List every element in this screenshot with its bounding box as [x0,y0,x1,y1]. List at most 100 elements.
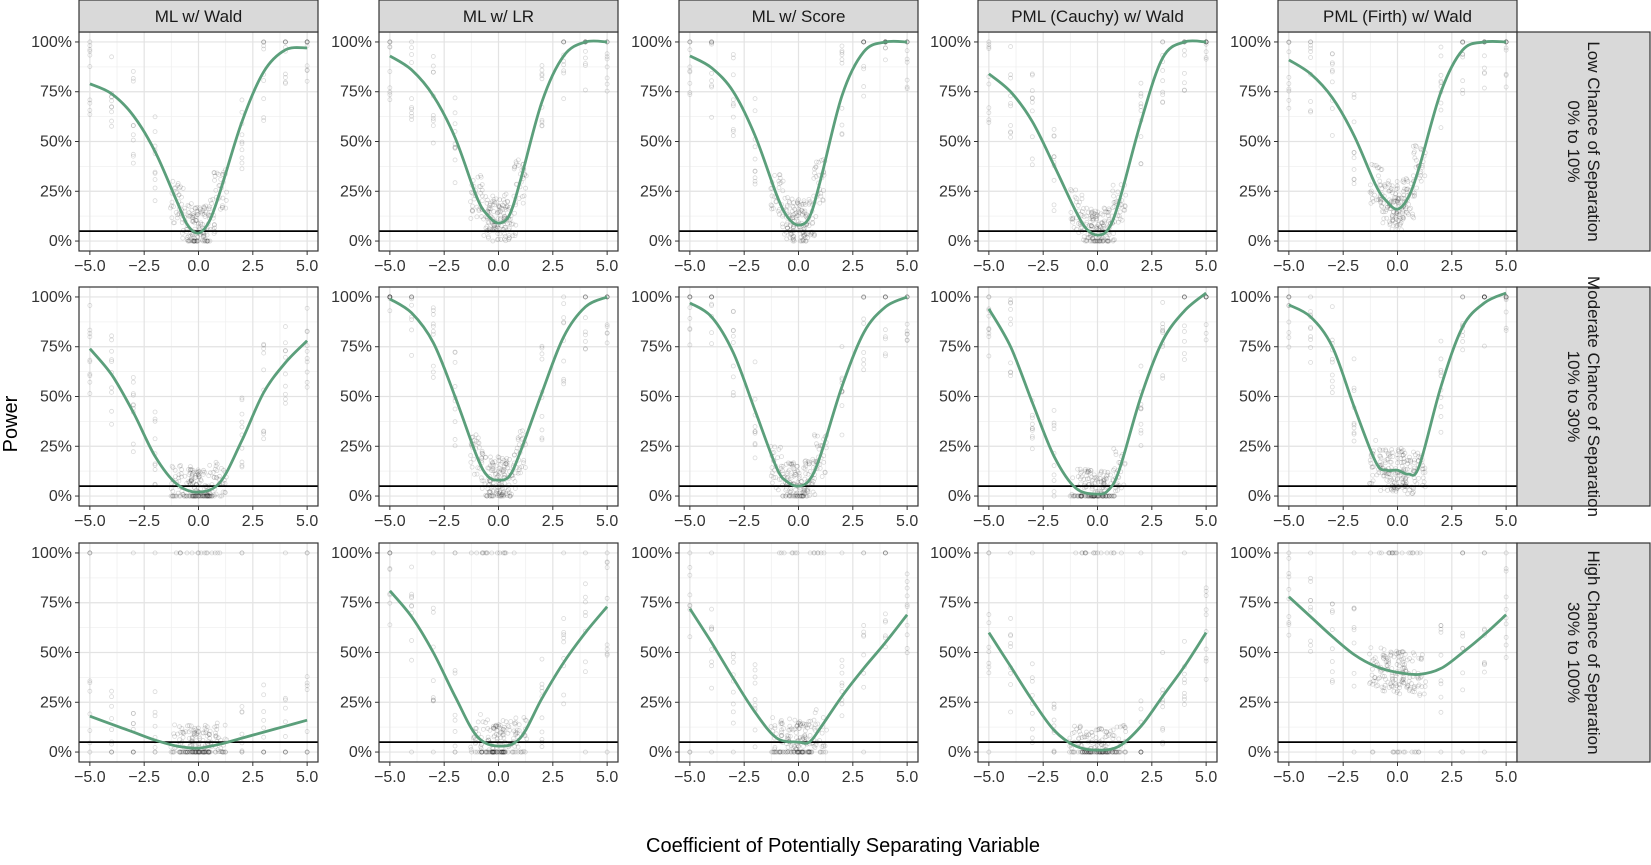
data-point [1008,72,1013,78]
data-point [604,64,610,70]
y-tick-label: 0% [349,744,372,761]
data-point [503,238,509,244]
data-point [492,224,497,230]
data-point [202,233,208,239]
data-point [819,157,824,163]
data-point [87,379,93,385]
data-point [130,78,136,84]
y-tick-label: 50% [40,134,72,151]
data-point [239,139,245,145]
data-point [201,205,207,210]
data-point [805,235,811,241]
data-point [1390,218,1396,224]
data-point [1394,210,1399,216]
data-point [190,232,195,238]
data-point [1396,197,1401,203]
data-point [152,409,158,415]
data-point [839,60,845,66]
data-point [1106,232,1112,238]
data-point [468,190,474,195]
data-point [1160,39,1166,45]
data-point [220,203,225,208]
data-point [800,238,806,244]
data-point [1381,216,1387,221]
panel-r1-c2: 0% 25% 50% 75% 100% −5.0 −2.5 0.0 2.5 5.0 [631,286,919,530]
x-tick-label: 5.0 [896,769,918,786]
x-tick-label: −5.0 [74,513,106,530]
panel-r2-c4: 0% 25% 50% 75% 100% −5.0 −2.5 0.0 2.5 5.0 [1230,542,1518,786]
panel-r1-c1: 0% 25% 50% 75% 100% −5.0 −2.5 0.0 2.5 5.0 [331,286,619,530]
data-point [1392,199,1398,205]
data-point [478,173,483,178]
data-point [239,97,245,103]
data-point [1101,238,1106,244]
x-tick-label: −2.5 [728,769,760,786]
data-point [752,181,758,187]
data-point [430,69,436,75]
data-point [501,197,506,203]
data-point [1414,185,1420,191]
data-point [409,106,414,112]
data-point [1079,196,1085,202]
data-point [1376,173,1381,179]
data-point [180,186,186,191]
x-tick-label: 5.0 [596,513,618,530]
data-point [130,379,136,385]
y-tick-label: 0% [948,488,971,505]
data-point [730,127,736,132]
data-point [195,224,201,229]
data-point [1102,220,1107,226]
data-point [498,216,503,221]
data-point [1105,210,1111,215]
data-point [784,202,790,208]
data-point [561,39,567,45]
data-point [491,199,497,204]
data-point [1097,238,1103,244]
data-point [1408,205,1414,211]
data-point [791,212,796,218]
data-point [497,204,502,210]
data-point [512,210,517,216]
x-tick-label: 5.0 [1495,769,1517,786]
data-point [1410,211,1416,217]
data-point [179,474,184,480]
data-point [1413,144,1419,149]
data-point [796,208,802,214]
data-point [1368,200,1374,206]
y-tick-label: 50% [1239,389,1271,406]
x-tick-label: −5.0 [674,769,706,786]
data-point [1095,209,1101,215]
data-point [169,199,175,205]
data-point [206,206,212,212]
data-point [780,188,786,194]
data-point [1074,195,1079,201]
data-point [1351,150,1357,155]
data-point [1393,222,1399,228]
data-point [200,222,206,227]
data-point [1392,220,1398,226]
data-point [561,68,567,74]
data-point [239,166,245,172]
data-point [1395,196,1401,201]
panel-r2-c2: 0% 25% 50% 75% 100% −5.0 −2.5 0.0 2.5 5.0 [631,542,919,786]
data-point [1405,179,1411,184]
data-point [1090,216,1096,222]
data-point [780,213,785,219]
data-point [539,63,545,68]
data-point [1351,177,1357,182]
data-point [1438,125,1444,131]
x-tick-label: −5.0 [1273,769,1305,786]
data-point [1086,223,1092,228]
data-point [1368,182,1373,188]
y-tick-label: 0% [49,233,72,250]
data-point [1138,104,1144,109]
data-point [814,159,819,165]
data-point [387,44,393,50]
data-point [503,204,508,210]
data-point [1371,162,1377,168]
data-point [500,206,506,212]
data-point [1138,101,1144,107]
data-point [861,39,867,45]
data-point [387,39,393,45]
